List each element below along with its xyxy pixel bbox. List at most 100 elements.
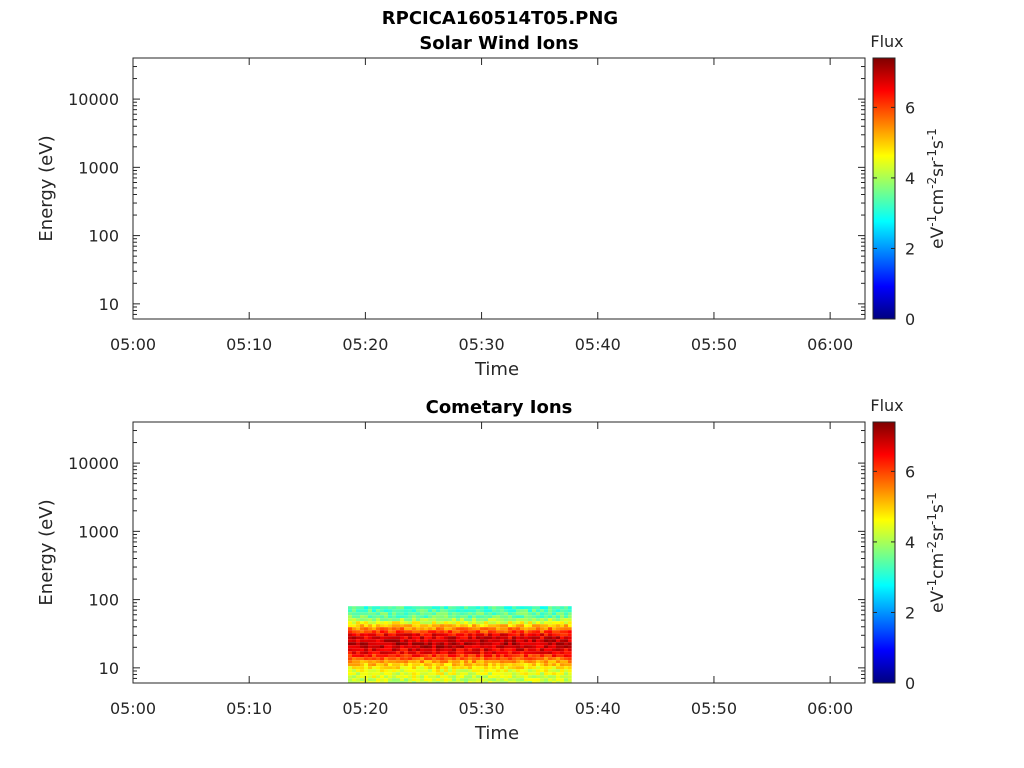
heatmap-cell bbox=[488, 630, 492, 634]
heatmap-cell bbox=[484, 675, 488, 679]
heatmap-cell bbox=[412, 675, 416, 679]
heatmap-cell bbox=[496, 630, 500, 634]
heatmap-cell bbox=[472, 648, 476, 652]
heatmap-cell bbox=[456, 648, 460, 652]
heatmap-cell bbox=[476, 669, 480, 673]
heatmap-cell bbox=[376, 624, 380, 628]
heatmap-cell bbox=[504, 657, 508, 661]
heatmap-cell bbox=[428, 666, 432, 670]
heatmap-cell bbox=[456, 657, 460, 661]
heatmap-cell bbox=[416, 654, 420, 658]
heatmap-cell bbox=[456, 627, 460, 631]
heatmap-cell bbox=[560, 633, 564, 637]
heatmap-cell bbox=[468, 648, 472, 652]
heatmap-cell bbox=[540, 636, 544, 640]
heatmap-cell bbox=[488, 672, 492, 676]
heatmap-cell bbox=[428, 636, 432, 640]
heatmap-cell bbox=[504, 627, 508, 631]
heatmap-cell bbox=[368, 681, 372, 683]
heatmap-cell bbox=[400, 657, 404, 661]
heatmap-cell bbox=[564, 678, 568, 682]
heatmap-cell bbox=[564, 606, 568, 610]
heatmap-cell bbox=[516, 618, 520, 622]
heatmap-cell bbox=[516, 636, 520, 640]
heatmap-cell bbox=[356, 609, 360, 613]
heatmap-cell bbox=[508, 660, 512, 664]
heatmap-cell bbox=[544, 645, 548, 649]
heatmap-cell bbox=[448, 612, 452, 616]
x-tick-label: 05:40 bbox=[575, 335, 621, 354]
heatmap-cell bbox=[448, 663, 452, 667]
heatmap-cell bbox=[508, 681, 512, 683]
heatmap-cell bbox=[536, 630, 540, 634]
heatmap-cell bbox=[476, 666, 480, 670]
heatmap-cell bbox=[380, 606, 384, 610]
heatmap-cell bbox=[480, 645, 484, 649]
heatmap-cell bbox=[368, 642, 372, 646]
heatmap-cell bbox=[560, 675, 564, 679]
heatmap-cell bbox=[364, 657, 368, 661]
x-axis-label: Time bbox=[474, 723, 519, 744]
colorbar bbox=[872, 421, 896, 684]
heatmap-cell bbox=[452, 636, 456, 640]
heatmap-cell bbox=[392, 621, 396, 625]
heatmap-cell bbox=[468, 612, 472, 616]
heatmap-cell bbox=[420, 681, 424, 683]
heatmap-cell bbox=[368, 609, 372, 613]
heatmap-cell bbox=[544, 660, 548, 664]
heatmap-cell bbox=[492, 606, 496, 610]
heatmap-cell bbox=[504, 609, 508, 613]
heatmap-cell bbox=[512, 606, 516, 610]
heatmap-cell bbox=[424, 654, 428, 658]
heatmap-cell bbox=[564, 675, 568, 679]
heatmap-cell bbox=[480, 654, 484, 658]
heatmap-cell bbox=[556, 639, 560, 643]
heatmap-cell bbox=[356, 624, 360, 628]
heatmap-cell bbox=[512, 675, 516, 679]
panel-title: Solar Wind Ions bbox=[419, 33, 578, 54]
heatmap-cell bbox=[548, 660, 552, 664]
heatmap-cell bbox=[532, 645, 536, 649]
heatmap-cell bbox=[484, 681, 488, 683]
heatmap-cell bbox=[408, 630, 412, 634]
heatmap-cell bbox=[444, 612, 448, 616]
heatmap-cell bbox=[552, 633, 556, 637]
heatmap-cell bbox=[352, 672, 356, 676]
heatmap-cell bbox=[480, 660, 484, 664]
heatmap-cell bbox=[424, 675, 428, 679]
heatmap-cell bbox=[392, 660, 396, 664]
heatmap-cell bbox=[556, 618, 560, 622]
heatmap-cell bbox=[504, 672, 508, 676]
heatmap-cell bbox=[424, 618, 428, 622]
heatmap-cell bbox=[356, 612, 360, 616]
heatmap-cell bbox=[440, 633, 444, 637]
heatmap-cell bbox=[520, 681, 524, 683]
heatmap-cell bbox=[536, 624, 540, 628]
heatmap-cell bbox=[376, 663, 380, 667]
heatmap-cell bbox=[540, 666, 544, 670]
heatmap-cell bbox=[388, 651, 392, 655]
heatmap-cell bbox=[520, 639, 524, 643]
heatmap-cell bbox=[540, 657, 544, 661]
heatmap-cell bbox=[412, 621, 416, 625]
heatmap-cell bbox=[464, 612, 468, 616]
heatmap-cell bbox=[452, 615, 456, 619]
heatmap-cell bbox=[520, 618, 524, 622]
heatmap-cell bbox=[496, 639, 500, 643]
heatmap-cell bbox=[408, 642, 412, 646]
heatmap-cell bbox=[540, 642, 544, 646]
heatmap-cell bbox=[484, 630, 488, 634]
heatmap-cell bbox=[500, 648, 504, 652]
heatmap-cell bbox=[444, 669, 448, 673]
heatmap-cell bbox=[408, 609, 412, 613]
heatmap-cell bbox=[508, 609, 512, 613]
heatmap-cell bbox=[412, 660, 416, 664]
heatmap-cell bbox=[468, 633, 472, 637]
heatmap-cell bbox=[416, 633, 420, 637]
heatmap-cell bbox=[436, 618, 440, 622]
heatmap-cell bbox=[508, 633, 512, 637]
heatmap-cell bbox=[396, 630, 400, 634]
heatmap-cell bbox=[536, 654, 540, 658]
heatmap-cell bbox=[516, 639, 520, 643]
